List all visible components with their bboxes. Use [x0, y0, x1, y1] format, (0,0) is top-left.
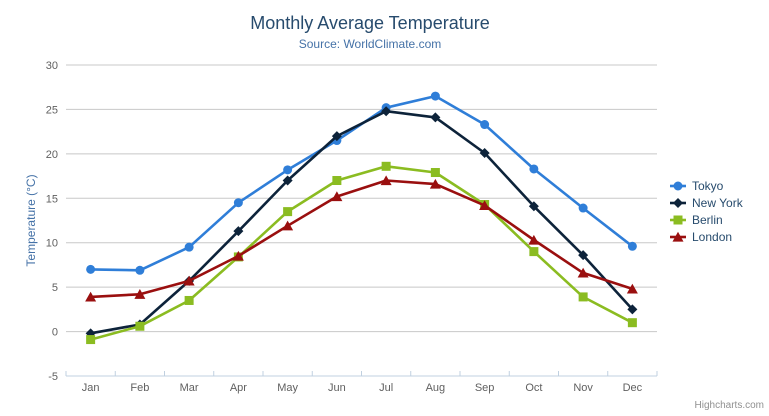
series-new-york-point[interactable] — [430, 112, 441, 123]
series-new-york-point[interactable] — [528, 201, 539, 212]
square-icon — [673, 215, 683, 225]
x-axis-label: Feb — [130, 382, 149, 394]
x-axis-label: Jul — [379, 382, 393, 394]
series-tokyo-point[interactable] — [233, 198, 243, 208]
series-new-york-point[interactable] — [479, 147, 490, 158]
series-london-point[interactable] — [429, 178, 441, 189]
x-axis-label: Aug — [426, 382, 446, 394]
series-tokyo-point[interactable] — [430, 91, 440, 101]
series-london-point[interactable] — [626, 283, 638, 294]
legend-item-label: Berlin — [692, 213, 723, 227]
x-axis-label: Jun — [328, 382, 346, 394]
series-berlin-point[interactable] — [184, 295, 194, 305]
x-axis-label: May — [277, 382, 298, 394]
series-london-point[interactable] — [380, 175, 392, 186]
series-tokyo-point[interactable] — [283, 165, 293, 175]
series-london-point[interactable] — [479, 200, 491, 210]
series-berlin-point[interactable] — [135, 321, 145, 331]
x-axis-label: Oct — [525, 382, 542, 394]
series-new-york-point[interactable] — [627, 304, 638, 315]
diamond-icon — [673, 198, 683, 208]
chart-subtitle: Source: WorldClimate.com — [298, 37, 442, 51]
x-axis-label: Apr — [230, 382, 247, 394]
series-berlin-point[interactable] — [86, 335, 96, 345]
series-berlin-point[interactable] — [578, 292, 588, 302]
series-london-point[interactable] — [183, 275, 195, 286]
series-new-york-point[interactable] — [578, 250, 589, 261]
series-tokyo-point[interactable] — [184, 242, 194, 252]
credits-link[interactable]: Highcharts.com — [694, 400, 764, 411]
series-tokyo-point[interactable] — [135, 265, 145, 275]
series-tokyo-point[interactable] — [627, 241, 637, 251]
series-new-york-point[interactable] — [331, 131, 342, 142]
series-new-york-line[interactable] — [89, 109, 634, 335]
series-tokyo-point[interactable] — [529, 164, 539, 174]
series-tokyo-point[interactable] — [480, 120, 490, 130]
y-axis-label: -5 — [48, 371, 58, 383]
series-berlin-line[interactable] — [89, 165, 634, 341]
x-axis-label: Dec — [623, 382, 643, 394]
legend-item-label: Tokyo — [692, 179, 724, 193]
series-berlin-point[interactable] — [381, 161, 391, 171]
y-axis-label: 25 — [46, 104, 58, 116]
series-tokyo-point[interactable] — [86, 264, 96, 274]
series-london-point[interactable] — [331, 191, 343, 202]
x-axis-label: Jan — [82, 382, 100, 394]
legend-item-label: New York — [692, 196, 744, 210]
series-london-point[interactable] — [134, 289, 146, 299]
y-axis-label: 0 — [52, 327, 58, 339]
y-axis-label: 30 — [46, 60, 58, 72]
series-berlin-point[interactable] — [283, 207, 293, 217]
y-axis-label: 20 — [46, 149, 58, 161]
series-new-york-point[interactable] — [282, 175, 293, 186]
circle-icon — [673, 181, 683, 191]
series-london-point[interactable] — [282, 220, 294, 231]
y-axis-label: 5 — [52, 282, 58, 294]
series-london-point[interactable] — [528, 234, 540, 245]
x-axis-label: Nov — [573, 382, 593, 394]
series-london-line[interactable] — [89, 179, 634, 299]
series-london-point[interactable] — [232, 250, 244, 261]
series-tokyo-point[interactable] — [578, 203, 588, 213]
y-axis-title: Temperature (°C) — [24, 174, 38, 266]
x-axis-label: Mar — [180, 382, 199, 394]
triangle-icon — [672, 231, 684, 242]
series-berlin-point[interactable] — [627, 318, 637, 328]
series-berlin-point[interactable] — [332, 176, 342, 186]
series-london-point[interactable] — [85, 291, 97, 302]
chart-title: Monthly Average Temperature — [250, 13, 490, 33]
y-axis-label: 10 — [46, 238, 58, 250]
legend-item-new-york[interactable]: New York — [670, 196, 744, 210]
series-berlin-point[interactable] — [529, 247, 539, 257]
legend-item-label: London — [692, 230, 732, 244]
y-axis-label: 15 — [46, 193, 58, 205]
legend-item-tokyo[interactable]: Tokyo — [670, 179, 724, 193]
series-new-york-point[interactable] — [381, 106, 392, 117]
series-new-york-point[interactable] — [233, 226, 244, 237]
series-london-point[interactable] — [577, 267, 589, 278]
series-berlin-point[interactable] — [430, 168, 440, 178]
legend-item-london[interactable]: London — [670, 230, 732, 244]
legend-item-berlin[interactable]: Berlin — [670, 213, 723, 227]
x-axis-label: Sep — [475, 382, 495, 394]
